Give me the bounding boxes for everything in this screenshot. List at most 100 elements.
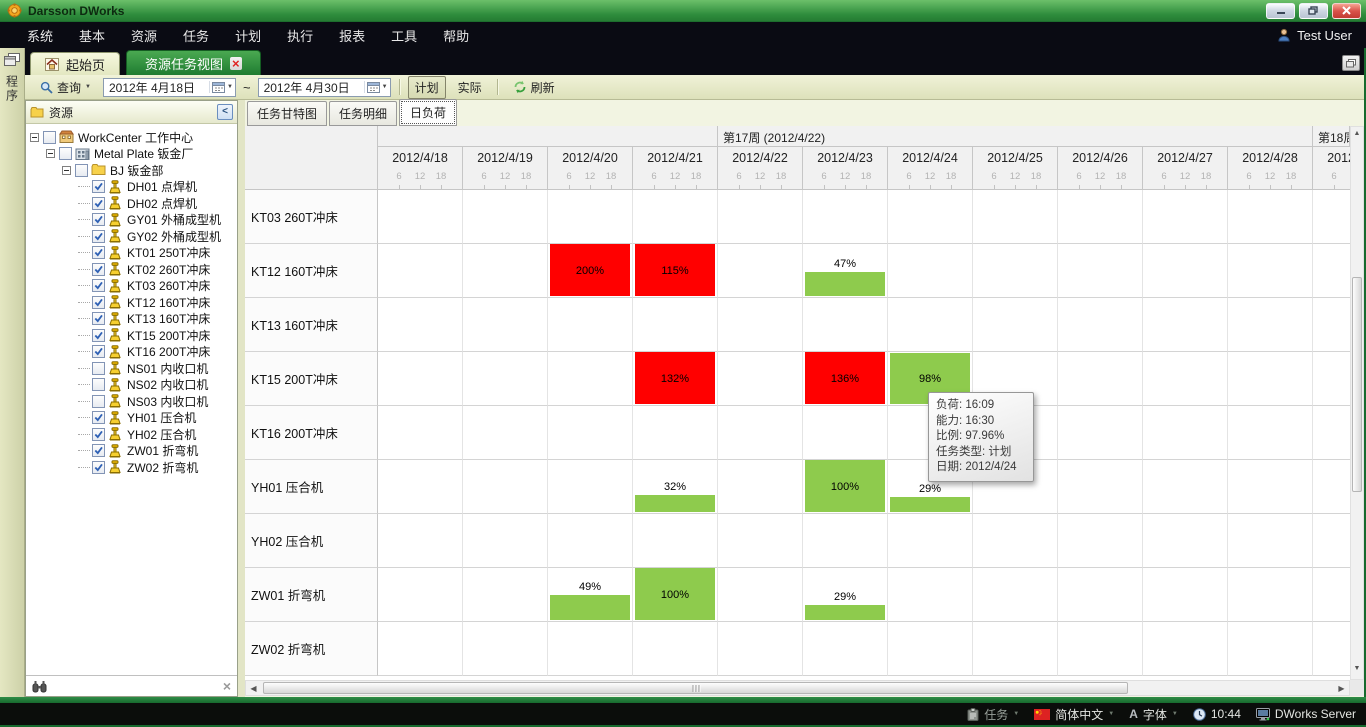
refresh-button[interactable]: 刷新	[506, 76, 562, 99]
load-bar[interactable]	[805, 352, 885, 404]
tree-checkbox[interactable]	[92, 229, 105, 243]
panel-splitter[interactable]	[238, 100, 245, 697]
menu-item-5[interactable]: 计划	[235, 28, 262, 44]
tree-checkbox[interactable]	[92, 394, 105, 408]
minimize-button[interactable]	[1266, 2, 1295, 19]
tree-checkbox[interactable]	[92, 345, 105, 359]
tree-checkbox[interactable]	[92, 180, 105, 194]
scroll-down-icon[interactable]: ▼	[1353, 665, 1361, 672]
menu-item-1[interactable]: 系统	[27, 28, 54, 44]
date-from-picker-button[interactable]: ▼	[209, 81, 233, 93]
tree-expander-icon[interactable]	[30, 132, 39, 142]
menu-item-3[interactable]: 资源	[131, 28, 158, 44]
tree-checkbox[interactable]	[92, 312, 105, 326]
binoculars-icon[interactable]	[32, 680, 47, 693]
query-dropdown-icon[interactable]: ▼	[85, 84, 91, 90]
plan-toggle-button[interactable]: 计划	[407, 75, 446, 99]
load-bar[interactable]	[890, 497, 970, 512]
restore-button[interactable]	[1299, 2, 1328, 19]
view-tab-2[interactable]: 任务明细	[329, 101, 398, 126]
tree-node-gy02[interactable]: GY02 外桶成型机	[26, 228, 237, 245]
actual-toggle-button[interactable]: 实际	[451, 76, 489, 99]
tree-expander-icon[interactable]	[62, 165, 71, 175]
view-tab-3[interactable]: 日负荷	[399, 99, 458, 126]
tree-node-metal[interactable]: Metal Plate 钣金厂	[26, 146, 237, 163]
scroll-left-icon[interactable]: ◀	[250, 683, 257, 693]
date-from-field[interactable]: 2012年 4月18日 ▼	[102, 77, 236, 97]
menu-item-8[interactable]: 工具	[391, 28, 418, 44]
tab-home[interactable]: 起始页	[30, 52, 121, 75]
tree-checkbox[interactable]	[92, 196, 105, 210]
tree-checkbox[interactable]	[92, 460, 105, 474]
tree-checkbox[interactable]	[92, 246, 105, 260]
status-task-dropdown[interactable]: 任务 ▼	[967, 706, 1019, 723]
load-bar[interactable]	[635, 352, 715, 404]
query-button[interactable]: 查询 ▼	[33, 76, 98, 99]
tree-checkbox[interactable]	[92, 361, 105, 375]
tree-node-zw02[interactable]: ZW02 折弯机	[26, 459, 237, 476]
menu-item-9[interactable]: 帮助	[443, 28, 470, 44]
load-bar[interactable]	[635, 244, 715, 296]
tree-checkbox[interactable]	[92, 378, 105, 392]
tree-node-kt13[interactable]: KT13 160T冲床	[26, 311, 237, 328]
status-language-dropdown[interactable]: 简体中文 ▼	[1034, 706, 1114, 723]
panel-collapse-button[interactable]: <	[217, 104, 233, 120]
menu-item-2[interactable]: 基本	[79, 28, 106, 44]
tree-expander-icon[interactable]	[46, 149, 55, 159]
status-font-dropdown[interactable]: A 字体 ▼	[1129, 706, 1178, 723]
tree-checkbox[interactable]	[59, 147, 72, 161]
load-bar[interactable]	[805, 460, 885, 512]
menu-item-6[interactable]: 执行	[287, 28, 314, 44]
tab-resource-task-view[interactable]: 资源任务视图 ×	[126, 50, 261, 75]
tree-node-dh01[interactable]: DH01 点焊机	[26, 179, 237, 196]
menu-item-4[interactable]: 任务	[183, 28, 210, 44]
tree-checkbox[interactable]	[92, 328, 105, 342]
tree-node-kt16[interactable]: KT16 200T冲床	[26, 344, 237, 361]
horizontal-scrollbar[interactable]: ◀ ▶	[245, 680, 1350, 696]
tree-node-dh02[interactable]: DH02 点焊机	[26, 195, 237, 212]
scroll-up-icon[interactable]: ▲	[1353, 130, 1361, 137]
tab-list-button[interactable]	[1342, 55, 1360, 71]
vertical-scrollbar[interactable]: ▲ ▼	[1350, 126, 1364, 680]
menu-item-7[interactable]: 报表	[339, 28, 366, 44]
load-bar[interactable]	[805, 605, 885, 620]
tab-close-icon[interactable]: ×	[230, 55, 242, 71]
tree-checkbox[interactable]	[75, 163, 88, 177]
date-to-field[interactable]: 2012年 4月30日 ▼	[257, 77, 391, 97]
tree-checkbox[interactable]	[92, 279, 105, 293]
tree-checkbox[interactable]	[43, 130, 56, 144]
load-bar[interactable]	[635, 495, 715, 512]
tree-node-ns01[interactable]: NS01 内收口机	[26, 360, 237, 377]
tree-node-yh01[interactable]: YH01 压合机	[26, 410, 237, 427]
tree-node-gy01[interactable]: GY01 外桶成型机	[26, 212, 237, 229]
tree-checkbox[interactable]	[92, 444, 105, 458]
load-bar[interactable]	[635, 568, 715, 620]
scroll-right-icon[interactable]: ▶	[1338, 683, 1345, 693]
horizontal-scroll-thumb[interactable]	[263, 682, 1128, 694]
tree-node-ns03[interactable]: NS03 内收口机	[26, 393, 237, 410]
tree-node-kt15[interactable]: KT15 200T冲床	[26, 327, 237, 344]
tree-checkbox[interactable]	[92, 295, 105, 309]
tree-node-kt03[interactable]: KT03 260T冲床	[26, 278, 237, 295]
date-to-picker-button[interactable]: ▼	[363, 81, 388, 93]
programs-panel-icon[interactable]	[4, 53, 20, 67]
tree-node-yh02[interactable]: YH02 压合机	[26, 426, 237, 443]
tree-node-bj[interactable]: BJ 钣金部	[26, 162, 237, 179]
dock-programs-label[interactable]: 程序	[4, 75, 19, 103]
view-tab-1[interactable]: 任务甘特图	[247, 101, 328, 126]
tree-node-workcenter[interactable]: WorkCenter 工作中心	[26, 129, 237, 146]
vertical-scroll-thumb[interactable]	[1352, 277, 1362, 492]
close-button[interactable]	[1332, 2, 1361, 19]
tree-checkbox[interactable]	[92, 213, 105, 227]
search-close-icon[interactable]: ×	[222, 678, 231, 694]
load-bar[interactable]	[550, 244, 630, 296]
tree-node-kt02[interactable]: KT02 260T冲床	[26, 261, 237, 278]
load-bar[interactable]	[550, 595, 630, 620]
tree-node-kt01[interactable]: KT01 250T冲床	[26, 245, 237, 262]
tree-node-kt12[interactable]: KT12 160T冲床	[26, 294, 237, 311]
tree-node-ns02[interactable]: NS02 内收口机	[26, 377, 237, 394]
tree-checkbox[interactable]	[92, 427, 105, 441]
tree-checkbox[interactable]	[92, 262, 105, 276]
tree-checkbox[interactable]	[92, 411, 105, 425]
tree-node-zw01[interactable]: ZW01 折弯机	[26, 443, 237, 460]
